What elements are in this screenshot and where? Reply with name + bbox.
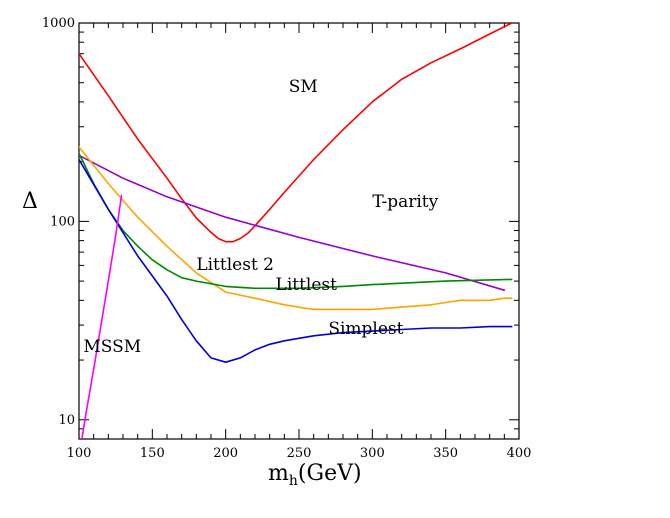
- y-tick-label: 10: [58, 413, 75, 428]
- series-group: [79, 23, 513, 439]
- curve-label-sm: SM: [289, 77, 318, 97]
- series-line-littlest-2: [79, 152, 513, 290]
- y-tick-label: 1000: [42, 16, 75, 31]
- x-axis-title-main: m: [268, 461, 289, 486]
- x-tick-label: 200: [213, 446, 238, 461]
- series-line-mssm: [81, 194, 123, 439]
- x-tick-label: 300: [360, 446, 385, 461]
- curve-label-simplest: Simplest: [328, 319, 403, 339]
- x-tick-label: 350: [433, 446, 458, 461]
- series-line-simplest: [79, 158, 513, 364]
- tick-labels: 100 150 200 250 300 350 400 10 100 1000: [42, 16, 532, 461]
- series-line-littlest: [79, 146, 513, 311]
- x-tick-label: 100: [67, 446, 92, 461]
- curve-label-littlest-2: Littlest 2: [196, 255, 274, 275]
- curve-label-mssm: MSSM: [83, 337, 141, 357]
- x-axis-title: mh(GeV): [268, 461, 362, 489]
- x-tick-label: 400: [507, 446, 532, 461]
- y-axis-title: Δ: [22, 189, 38, 214]
- curve-label-t-parity: T-parity: [372, 192, 438, 212]
- series-line-t-parity: [79, 154, 506, 292]
- x-axis-title-unit: (GeV): [298, 461, 362, 486]
- y-tick-label: 100: [50, 214, 75, 229]
- curve-label-littlest: Littlest: [276, 275, 338, 295]
- x-tick-label: 250: [287, 446, 312, 461]
- svg-text:mh(GeV): mh(GeV): [268, 461, 362, 489]
- series-line-sm: [79, 23, 513, 243]
- x-axis-title-sub: h: [289, 473, 298, 489]
- ticks: [78, 22, 520, 440]
- x-tick-label: 150: [140, 446, 165, 461]
